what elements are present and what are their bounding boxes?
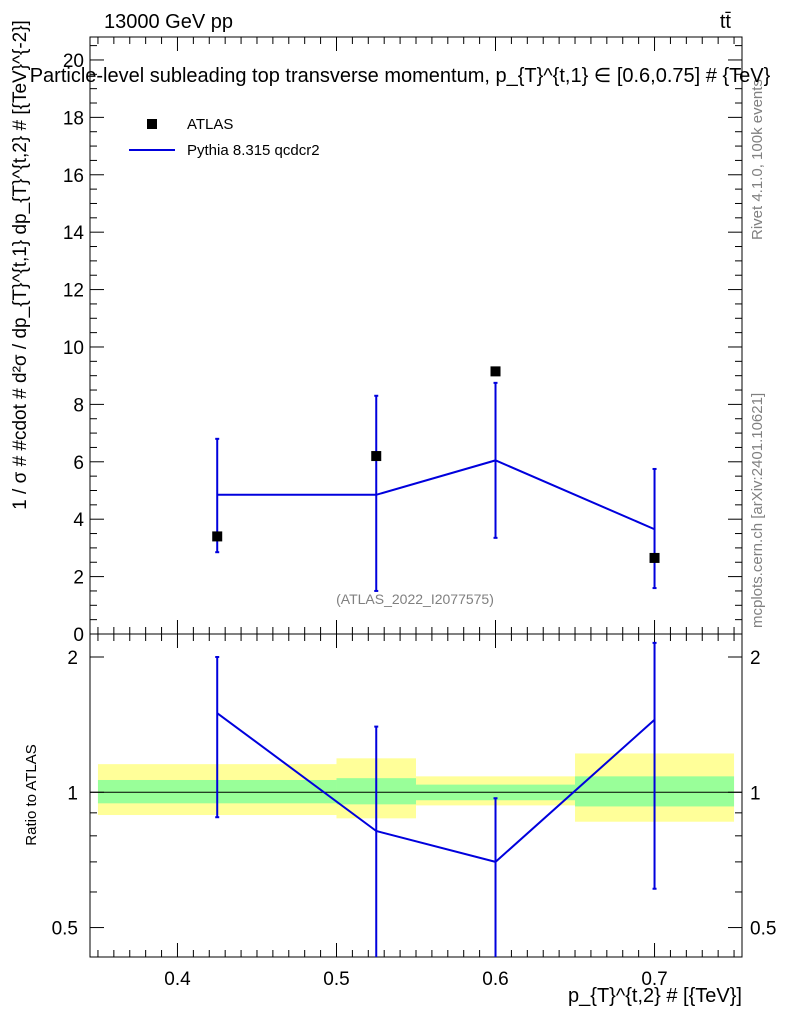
x-tick-label: 0.7 (641, 969, 667, 990)
x-tick-label: 0.5 (323, 969, 349, 990)
main-y-tick-label: 16 (63, 166, 84, 187)
ratio-bands (97, 753, 735, 822)
analysis-watermark: (ATLAS_2022_I2077575) (336, 591, 494, 607)
ratio-y-tick-label-left: 2 (67, 648, 78, 669)
ratio-y-tick-label-right: 1 (750, 783, 761, 804)
main-y-tick-label: 20 (63, 51, 84, 72)
ratio-y-tick-label-right: 2 (750, 648, 761, 669)
ratio-y-axis-label: Ratio to ATLAS (23, 744, 40, 845)
legend-atlas-label: ATLAS (187, 116, 233, 133)
atlas-data-point (212, 531, 223, 542)
x-tick-label: 0.6 (482, 969, 508, 990)
main-y-tick-label: 2 (73, 568, 84, 589)
main-y-tick-label: 10 (63, 338, 84, 359)
ratio-y-tick-label-left: 0.5 (52, 919, 78, 940)
x-axis-label: p_{T}^{t,2} # [{TeV}] (568, 985, 742, 1007)
legend-mc-label: Pythia 8.315 qcdcr2 (187, 142, 320, 159)
ratio-mc-line (216, 712, 656, 863)
main-y-tick-label: 6 (73, 453, 84, 474)
main-y-axis-label: 1 / σ # #cdot # d²σ / dp_{T}^{t,1} dp_{T… (10, 20, 31, 510)
ratio-y-tick-label-left: 1 (67, 783, 78, 804)
rivet-label: Rivet 4.1.0, 100k events (749, 79, 766, 240)
mc-prediction-line (217, 459, 655, 531)
x-tick-label: 0.4 (164, 969, 191, 990)
ratio-data (215, 641, 657, 957)
energy-label: 13000 GeV pp (104, 11, 233, 33)
process-label: tt̄ (720, 11, 732, 33)
main-y-tick-label: 18 (63, 108, 84, 129)
main-y-tick-label: 4 (73, 510, 84, 531)
main-y-tick-label: 12 (63, 281, 84, 302)
main-y-tick-label: 0 (73, 625, 84, 646)
atlas-data-point (490, 366, 501, 377)
ratio-axes: 0.5 0.5 1 1 2 2 0.4 0.5 0.6 0.7 (52, 633, 776, 990)
atlas-data-point (649, 552, 660, 563)
main-data (212, 366, 660, 592)
ratio-y-tick-label-right: 0.5 (750, 919, 776, 940)
atlas-data-point (371, 451, 382, 462)
ratio-panel: 0.5 0.5 1 1 2 2 0.4 0.5 0.6 0.7 Ratio to ATLAS p_… (23, 633, 776, 1007)
main-title: Particle-level subleading top transverse… (30, 65, 771, 87)
legend: ATLAS Pythia 8.315 qcdcr2 (129, 116, 320, 159)
legend-atlas-marker (147, 119, 157, 129)
main-axes: 0 2 4 6 8 10 12 14 16 18 20 (63, 36, 743, 646)
main-y-tick-label: 8 (73, 395, 84, 416)
mcplots-label: mcplots.cern.ch [arXiv:2401.10621] (749, 393, 766, 628)
main-y-tick-label: 14 (63, 223, 85, 244)
